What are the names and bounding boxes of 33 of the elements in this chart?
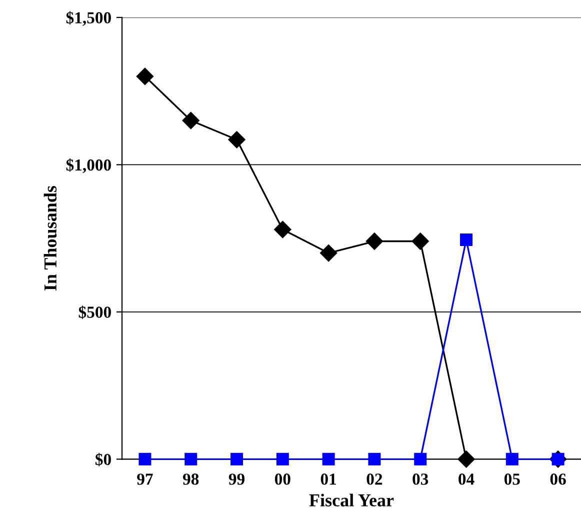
- x-tick-label: 99: [228, 474, 244, 485]
- point: [230, 452, 244, 466]
- x-tick-label: 97: [137, 474, 153, 485]
- point: [366, 232, 384, 250]
- x-tick-label: 00: [274, 474, 290, 485]
- y-tick-label: $500: [78, 306, 111, 319]
- x-tick-label: 05: [504, 474, 520, 485]
- point: [458, 450, 475, 468]
- y-tick-label: $1,500: [66, 11, 111, 26]
- point: [412, 232, 429, 250]
- x-tick-label: 02: [366, 474, 382, 485]
- y-tick-label: $0: [96, 452, 111, 466]
- point: [506, 452, 518, 466]
- point: [184, 452, 198, 466]
- point: [274, 220, 292, 238]
- point: [320, 244, 338, 262]
- point: [414, 452, 427, 466]
- point: [136, 68, 154, 85]
- x-tick-label: 04: [458, 474, 474, 485]
- x-tick-label: 01: [320, 474, 336, 485]
- point: [460, 234, 473, 246]
- point: [138, 452, 152, 466]
- point: [322, 452, 335, 466]
- y-tick-label: $1,000: [66, 158, 111, 174]
- x-tick-label: 03: [412, 474, 428, 485]
- x-tick-label: 98: [182, 474, 199, 485]
- x-tick-label: 06: [550, 474, 566, 485]
- point: [368, 452, 381, 466]
- point: [276, 452, 289, 466]
- y-axis-title: In Thousands: [44, 186, 57, 290]
- point: [228, 131, 246, 148]
- point: [182, 112, 200, 130]
- x-axis-title: Fiscal Year: [309, 494, 394, 506]
